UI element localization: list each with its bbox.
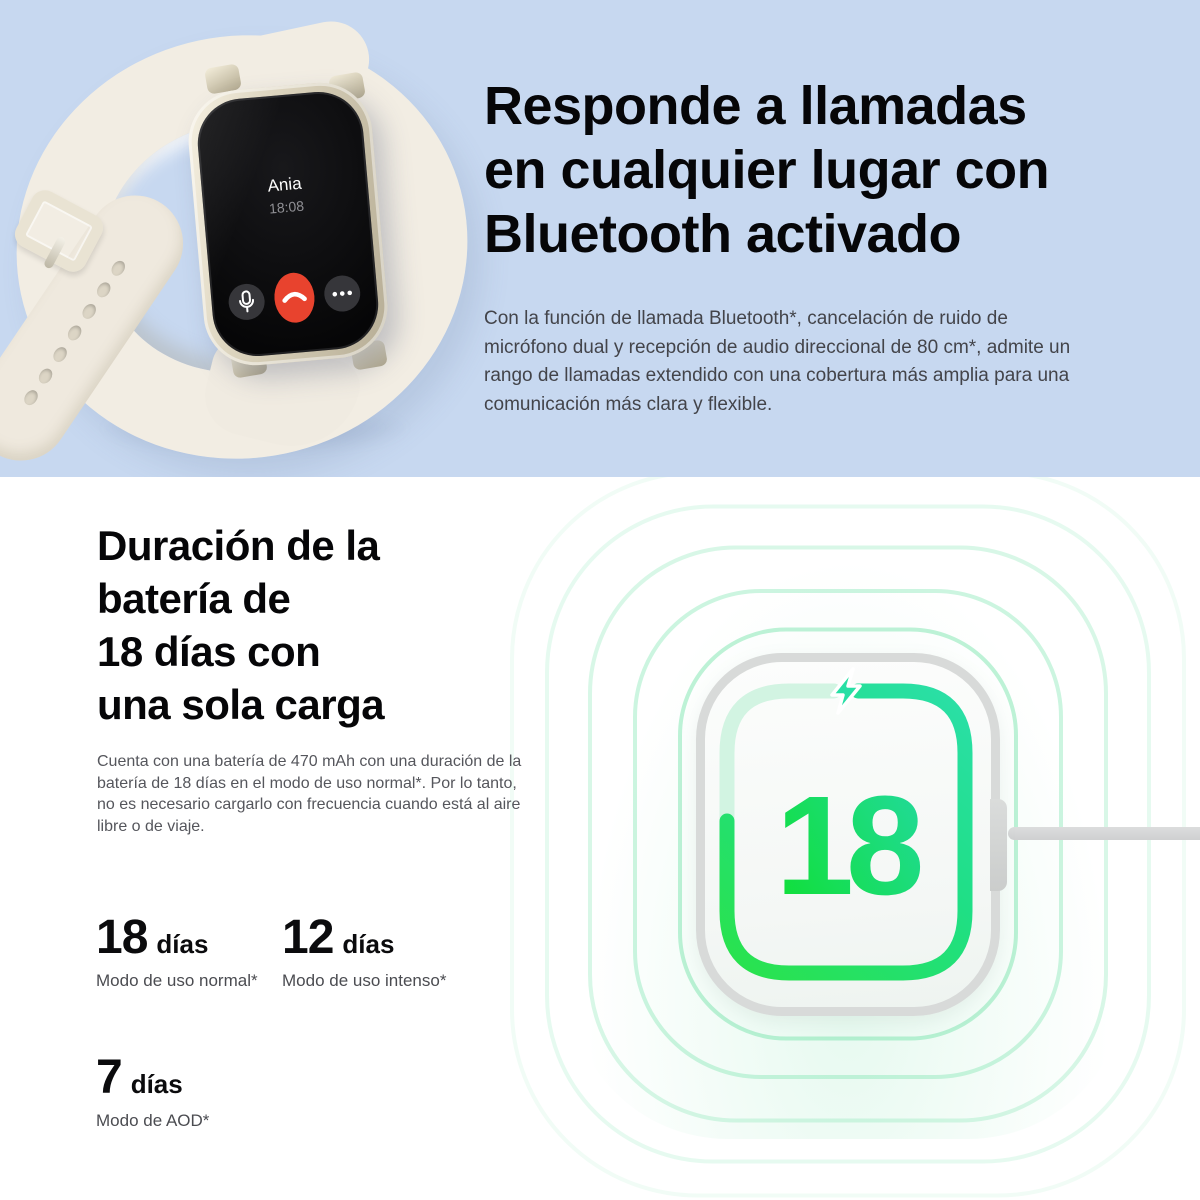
watch-crown <box>990 799 1007 891</box>
stat-value: 7 <box>96 1051 123 1104</box>
battery-description: Cuenta con una batería de 470 mAh con un… <box>97 753 522 835</box>
more-options-button <box>322 274 362 314</box>
days-number: 18 <box>776 766 921 924</box>
strap-hole <box>108 258 128 279</box>
bluetooth-call-section: Ania 18:08 <box>0 0 1200 501</box>
call-buttons <box>210 266 380 330</box>
strap-hole <box>36 366 56 387</box>
battery-progress <box>719 683 973 981</box>
stat-label-normal-mode: Modo de uso normal* <box>96 971 258 990</box>
battery-section: 18 Duración de la batería de 18 días con… <box>0 477 1200 1200</box>
hero-text-block: Responde a llamadas en cualquier lugar c… <box>484 74 1164 266</box>
stat-unit: días <box>156 929 209 959</box>
watch-case: Ania 18:08 <box>184 78 392 370</box>
battery-heading: Duración de la batería de 18 días con un… <box>97 522 385 728</box>
stat-label-aod-mode: Modo de AOD* <box>96 1111 210 1130</box>
hero-description: Con la función de llamada Bluetooth*, ca… <box>484 308 1071 415</box>
strap-hole <box>65 322 85 343</box>
charging-bolt-icon <box>830 667 862 715</box>
charging-illustration: 18 <box>0 477 1200 1200</box>
watch-product-photo: Ania 18:08 <box>0 0 507 501</box>
stat-normal-mode: 18 días <box>96 910 208 965</box>
stat-value: 18 <box>96 911 148 964</box>
caller-name: Ania <box>266 173 303 196</box>
end-call-icon <box>282 291 307 303</box>
more-options-icon <box>332 290 353 297</box>
stat-heavy-mode: 12 días <box>282 910 394 965</box>
stat-label-heavy-mode: Modo de uso intenso* <box>282 971 447 990</box>
watch-call-screen: Ania 18:08 <box>194 88 382 360</box>
watch-outline: 18 <box>696 653 1007 1016</box>
hero-heading: Responde a llamadas en cualquier lugar c… <box>484 76 1050 264</box>
stat-unit: días <box>130 1069 183 1099</box>
end-call-button <box>272 271 317 325</box>
stat-unit: días <box>342 929 395 959</box>
stat-aod-mode: 7 días <box>96 1050 183 1105</box>
call-time: 18:08 <box>268 197 305 217</box>
stat-value: 12 <box>282 911 334 964</box>
strap-hole <box>21 387 41 408</box>
charging-cable <box>1008 827 1200 840</box>
strap-hole <box>79 301 99 322</box>
mic-button <box>227 282 267 322</box>
battery-track <box>719 683 842 829</box>
strap-hole <box>50 344 70 365</box>
strap-hole <box>94 279 114 300</box>
mic-icon <box>239 290 254 313</box>
battery-ring-graphic: 18 <box>719 667 973 981</box>
